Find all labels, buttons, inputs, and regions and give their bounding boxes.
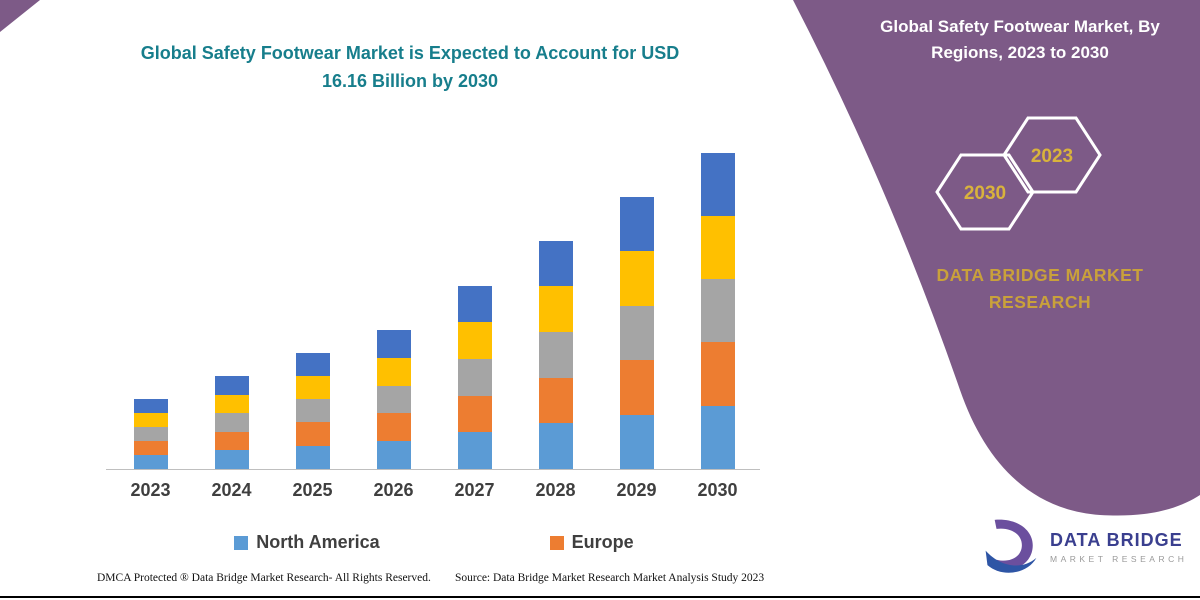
bar-column-2029 xyxy=(596,128,677,469)
bar-segment xyxy=(133,440,168,455)
stacked-bar-2028 xyxy=(538,240,573,469)
bar-segment xyxy=(214,450,249,469)
bar-segment xyxy=(619,305,654,360)
source-footer-text: Source: Data Bridge Market Research Mark… xyxy=(455,572,765,584)
stacked-bar-2025 xyxy=(295,352,330,469)
bar-segment xyxy=(457,395,492,433)
panel-title: Global Safety Footwear Market, By Region… xyxy=(880,17,1160,62)
bar-segment xyxy=(214,431,249,451)
corner-triangle xyxy=(0,0,40,32)
data-bridge-logo: DATA BRIDGE MARKET RESEARCH xyxy=(982,514,1187,580)
bar-segment xyxy=(295,399,330,423)
legend-swatch xyxy=(549,535,564,550)
bar-segment xyxy=(538,377,573,424)
stacked-bar-2027 xyxy=(457,285,492,469)
bar-column-2025 xyxy=(272,128,353,469)
legend-label: Europe xyxy=(571,532,634,552)
bar-column-2030 xyxy=(677,128,758,469)
year-hexagons: 2030 2023 xyxy=(935,116,1102,231)
bar-column-2027 xyxy=(434,128,515,469)
legend-label: North America xyxy=(256,532,380,552)
x-axis-label: 2028 xyxy=(535,480,576,500)
bar-segment xyxy=(133,454,168,469)
x-axis-label: 2029 xyxy=(616,480,657,500)
bar-segment xyxy=(619,360,654,415)
hexagon-2023-label: 2023 xyxy=(1031,146,1073,167)
x-axis-label: 2030 xyxy=(697,480,738,500)
stacked-bar-2030 xyxy=(700,152,735,469)
bar-segment xyxy=(538,331,573,378)
bar-segment xyxy=(133,398,168,413)
dmca-footer-text: DMCA Protected ® Data Bridge Market Rese… xyxy=(97,572,431,584)
stacked-bar-2029 xyxy=(619,196,654,469)
bar-segment xyxy=(214,376,249,395)
legend-item: Europe xyxy=(549,532,634,553)
bar-segment xyxy=(700,279,735,343)
purple-swoosh xyxy=(793,0,1200,516)
bar-segment xyxy=(457,358,492,396)
bar-column-2028 xyxy=(515,128,596,469)
chart-legend: North America Europe xyxy=(110,532,758,553)
bar-segment xyxy=(295,445,330,469)
x-axis-label: 2027 xyxy=(454,480,495,500)
legend-item: North America xyxy=(234,532,380,553)
bar-segment xyxy=(538,423,573,469)
bar-segment xyxy=(538,286,573,332)
bar-segment xyxy=(700,215,735,280)
bar-segment xyxy=(376,357,411,386)
bar-segment xyxy=(133,426,168,441)
bar-segment xyxy=(619,414,654,469)
bar-segment xyxy=(619,196,654,251)
hexagon-2030-label: 2030 xyxy=(964,183,1006,204)
bar-segment xyxy=(619,251,654,306)
x-axis-line xyxy=(106,469,760,470)
hexagon-2023 xyxy=(1002,116,1102,194)
logo-name: DATA BRIDGE xyxy=(1050,530,1183,550)
bar-segment xyxy=(295,352,330,376)
x-axis-label: 2023 xyxy=(130,480,171,500)
bar-segment xyxy=(214,413,249,432)
stacked-bar-chart xyxy=(106,128,760,470)
x-axis-label: 2024 xyxy=(211,480,252,500)
bar-column-2024 xyxy=(191,128,272,469)
bar-segment xyxy=(295,422,330,446)
bar-column-2026 xyxy=(353,128,434,469)
logo-subtitle: MARKET RESEARCH xyxy=(1050,554,1188,564)
chart-title: Global Safety Footwear Market is Expecte… xyxy=(140,43,680,91)
bar-segment xyxy=(295,375,330,400)
bar-segment xyxy=(700,342,735,406)
bars-area xyxy=(110,128,758,469)
bar-segment xyxy=(214,394,249,414)
logo-text-block: DATA BRIDGE MARKET RESEARCH xyxy=(1050,530,1187,564)
bar-segment xyxy=(700,152,735,216)
legend-swatch xyxy=(234,535,249,550)
data-bridge-logo-icon xyxy=(985,519,1037,573)
bar-column-2023 xyxy=(110,128,191,469)
bar-segment xyxy=(700,405,735,469)
bar-segment xyxy=(457,432,492,469)
x-axis-label: 2025 xyxy=(292,480,333,500)
stacked-bar-2024 xyxy=(214,376,249,469)
x-axis-labels: 2023 2024 2025 2026 2027 2028 2029 2030 xyxy=(110,480,758,501)
brand-wordmark: DATA BRIDGE MARKET RESEARCH xyxy=(936,265,1144,313)
bar-segment xyxy=(376,441,411,469)
stacked-bar-2026 xyxy=(376,330,411,469)
stacked-bar-2023 xyxy=(133,398,168,469)
bar-segment xyxy=(538,240,573,287)
bar-segment xyxy=(376,413,411,442)
bar-segment xyxy=(376,330,411,358)
bar-segment xyxy=(457,285,492,323)
bar-segment xyxy=(133,412,168,427)
bar-segment xyxy=(376,385,411,414)
bar-segment xyxy=(457,322,492,359)
x-axis-label: 2026 xyxy=(373,480,414,500)
bottom-divider-line xyxy=(0,596,1200,598)
